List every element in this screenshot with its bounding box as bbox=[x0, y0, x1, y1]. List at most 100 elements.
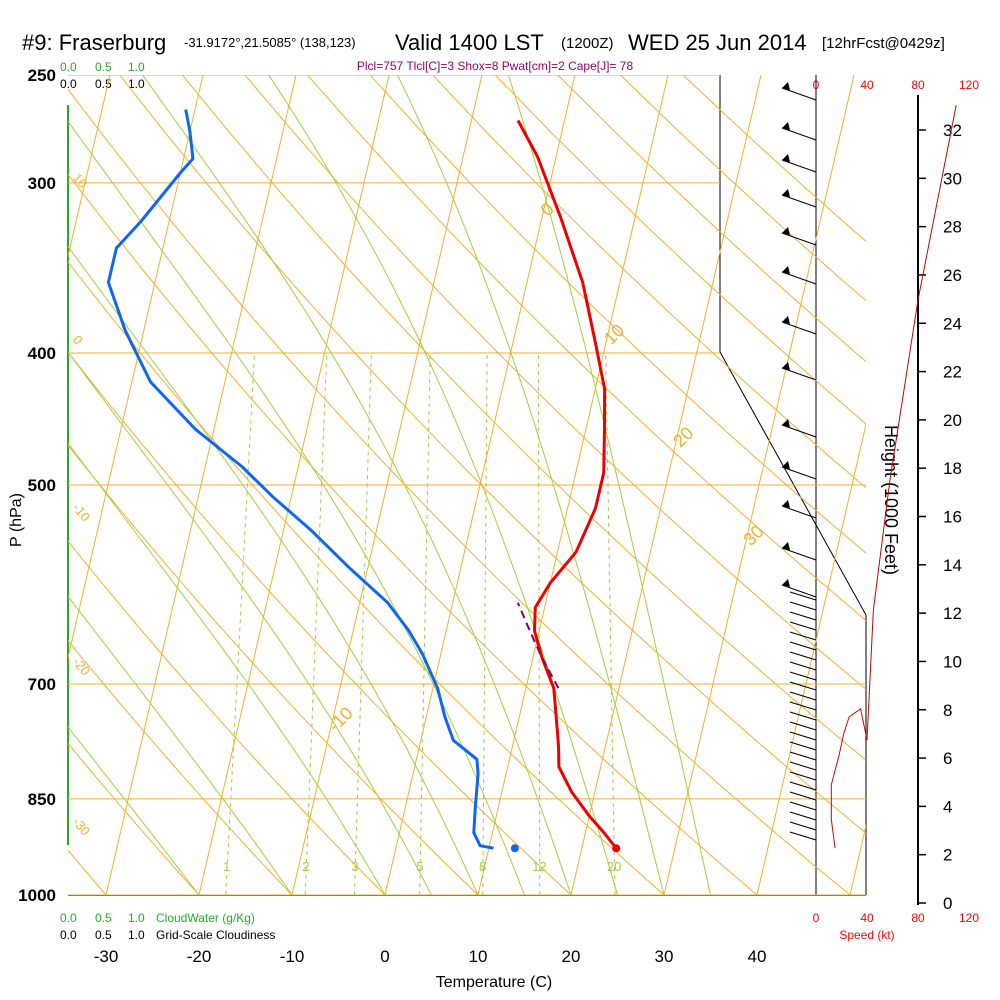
wind-speed-profile bbox=[830, 104, 957, 849]
sounding-series bbox=[106, 109, 621, 853]
dry-adiabat-line bbox=[68, 173, 758, 895]
temperature-tick-label: -10 bbox=[280, 947, 305, 966]
valid-time: Valid 1400 LST bbox=[395, 30, 544, 55]
wind-barb-flag bbox=[782, 500, 790, 508]
wind-barb bbox=[781, 505, 817, 519]
wind-barb bbox=[789, 821, 817, 831]
wind-barb-flag bbox=[782, 419, 790, 427]
dry-adiabat-line bbox=[68, 639, 293, 895]
dewpoint-line bbox=[106, 109, 494, 850]
dry-adiabat-line bbox=[244, 75, 866, 690]
wind-barb bbox=[789, 651, 817, 661]
dry-adiabat-line bbox=[0, 75, 13, 895]
speed-tick-bottom: 0 bbox=[813, 911, 820, 925]
dry-adiabat-line bbox=[119, 75, 866, 834]
cloudwater-tick-bottom: 0.0 bbox=[60, 911, 77, 925]
speed-tick-top: 40 bbox=[860, 78, 874, 92]
x-axis-label: Temperature (C) bbox=[436, 974, 552, 991]
mixing-ratio-line bbox=[537, 353, 541, 895]
wind-barb bbox=[789, 701, 817, 711]
plot-right-frame-diagonal bbox=[719, 351, 867, 616]
wind-barb bbox=[781, 232, 817, 246]
wind-barb-flag bbox=[782, 461, 790, 469]
temperature-tick-label: 0 bbox=[380, 947, 389, 966]
wind-barb bbox=[789, 631, 817, 641]
speed-tick-top: 120 bbox=[959, 78, 979, 92]
isotherm-line bbox=[384, 75, 576, 895]
cloudiness-tick-bottom: 1.0 bbox=[128, 928, 145, 942]
isotherm-label: 10 bbox=[600, 320, 628, 348]
height-tick-label: 32 bbox=[943, 121, 962, 140]
wind-barb bbox=[789, 731, 817, 741]
moist-adiabat-line bbox=[68, 595, 293, 895]
pressure-tick-label: 700 bbox=[28, 675, 56, 694]
dry-adiabat-line bbox=[68, 351, 572, 895]
wind-barb bbox=[789, 721, 817, 731]
height-tick-label: 28 bbox=[943, 218, 962, 237]
wind-barb bbox=[781, 321, 817, 335]
wind-barb bbox=[789, 751, 817, 761]
moist-adiabat-line bbox=[68, 442, 386, 895]
thermo-grid bbox=[0, 75, 866, 895]
height-tick-label: 18 bbox=[943, 459, 962, 478]
station-title: #9: Fraserburg bbox=[22, 30, 166, 55]
wind-barb bbox=[789, 591, 817, 601]
dry-adiabat-label: -10 bbox=[70, 500, 94, 524]
wind-barb-flag bbox=[782, 189, 790, 197]
isotherm-label: -10 bbox=[324, 703, 357, 736]
mixing-ratio-line bbox=[304, 352, 328, 895]
dry-adiabat-line bbox=[432, 75, 866, 489]
mixing-ratio-line bbox=[605, 353, 616, 895]
height-tick-label: 2 bbox=[943, 846, 952, 865]
moist-adiabat-line bbox=[68, 726, 200, 895]
height-tick-label: 6 bbox=[943, 749, 952, 768]
height-tick-label: 8 bbox=[943, 701, 952, 720]
height-tick-label: 14 bbox=[943, 556, 962, 575]
wind-barb-flag bbox=[782, 362, 790, 370]
forecast-date: WED 25 Jun 2014 bbox=[628, 30, 807, 55]
temperature-tick-label: 20 bbox=[562, 947, 581, 966]
wind-barb bbox=[789, 811, 817, 821]
cloudiness-tick-top: 0.0 bbox=[60, 77, 77, 91]
speed-tick-bottom: 120 bbox=[959, 911, 979, 925]
wind-barb bbox=[789, 791, 817, 801]
wind-barb-flag bbox=[782, 227, 790, 235]
isotherm-line bbox=[291, 75, 483, 895]
wind-barb bbox=[781, 87, 817, 101]
station-coords: -31.9172°,21.5085° (138,123) bbox=[184, 35, 356, 50]
cloudiness-tick-bottom: 0.0 bbox=[60, 928, 77, 942]
cloudwater-tick-top: 0.5 bbox=[95, 60, 112, 74]
dry-adiabat-line bbox=[68, 88, 851, 895]
dry-adiabat-line bbox=[494, 75, 866, 425]
cloudiness-tick-bottom: 0.5 bbox=[95, 928, 112, 942]
isotherm-line bbox=[68, 75, 204, 660]
isotherm-line bbox=[0, 75, 17, 895]
speed-tick-top: 80 bbox=[911, 78, 925, 92]
parcel-line bbox=[516, 602, 560, 689]
mixing-ratio-label: 3 bbox=[351, 859, 358, 874]
wind-barb bbox=[789, 641, 817, 651]
wind-barb bbox=[781, 547, 817, 561]
mixing-ratio-label: 2 bbox=[302, 859, 309, 874]
dry-adiabat-line bbox=[68, 742, 200, 895]
height-tick-label: 10 bbox=[943, 652, 962, 671]
dry-adiabat-label: 0 bbox=[70, 332, 86, 347]
temperature-tick-label: -30 bbox=[94, 947, 119, 966]
speed-tick-bottom: 40 bbox=[860, 911, 874, 925]
wind-barb bbox=[789, 771, 817, 781]
moist-adiabat-line bbox=[142, 75, 572, 895]
wind-barb bbox=[789, 661, 817, 671]
isotherm-line bbox=[198, 75, 390, 895]
speed-tick-bottom: 80 bbox=[911, 911, 925, 925]
wind-barb-flag bbox=[782, 579, 790, 587]
height-tick-label: 12 bbox=[943, 604, 962, 623]
wind-barb bbox=[789, 611, 817, 621]
height-axis-label: Height (1000 Feet) bbox=[881, 425, 901, 575]
wind-barb bbox=[781, 271, 817, 285]
height-tick-label: 24 bbox=[943, 314, 962, 333]
temperature-tick-label: 10 bbox=[469, 947, 488, 966]
dry-adiabat-label: -20 bbox=[70, 654, 94, 678]
surface-temperature-marker bbox=[612, 844, 621, 853]
cloudwater-tick-bottom: 1.0 bbox=[128, 911, 145, 925]
